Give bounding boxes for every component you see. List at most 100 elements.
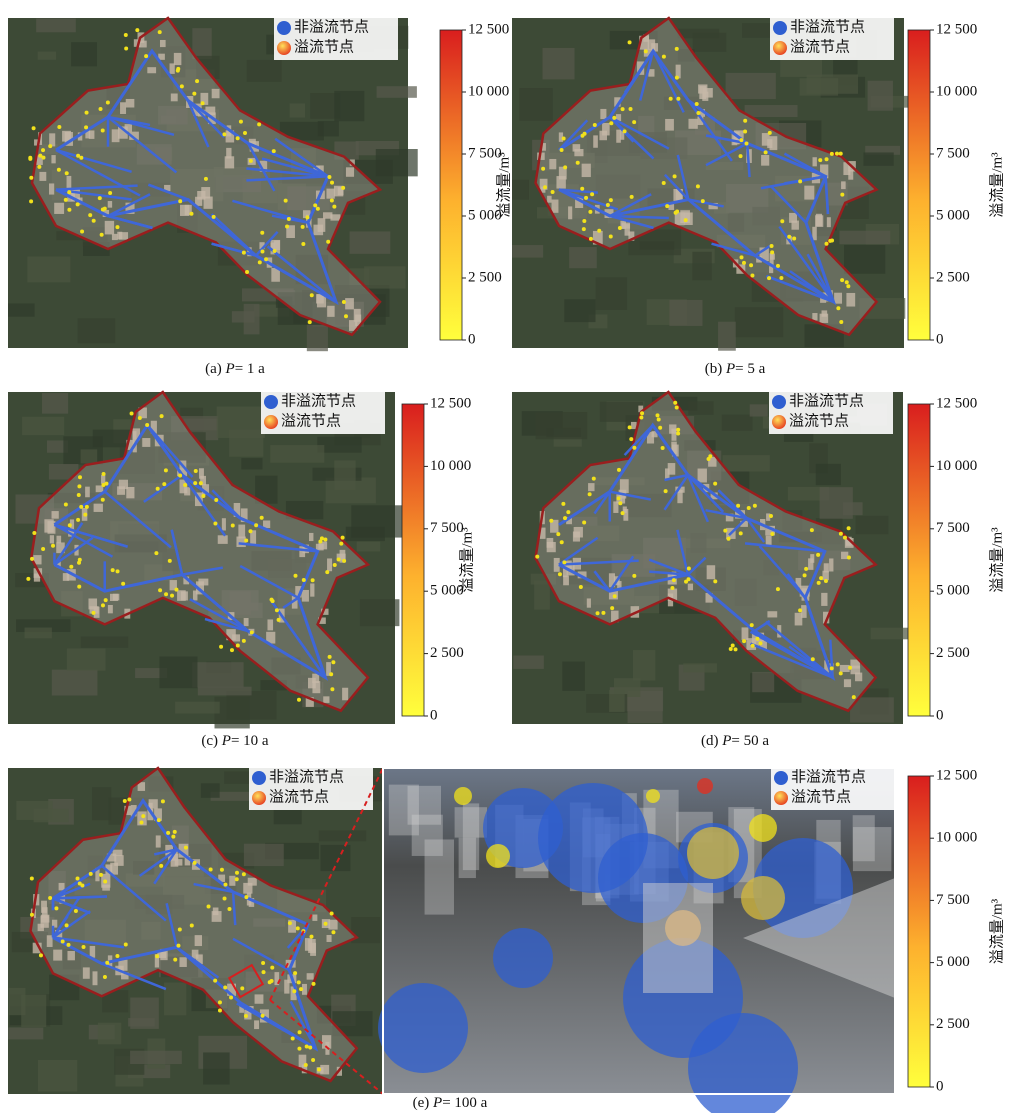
building <box>568 206 572 219</box>
overflow-node <box>214 498 218 502</box>
building <box>212 89 220 98</box>
overflow-node <box>840 193 844 197</box>
overflow-node <box>770 532 774 536</box>
terrain-patch <box>67 648 106 670</box>
overflow-node <box>101 128 105 132</box>
overflow-node <box>845 280 849 284</box>
overflow-node <box>337 557 341 561</box>
overflow-node <box>262 970 266 974</box>
terrain-patch <box>669 300 702 326</box>
overflow-node <box>64 503 68 507</box>
overflow-node <box>729 647 733 651</box>
overflow-node <box>176 67 180 71</box>
building <box>848 170 853 180</box>
colorbar-tick-label: 7 500 <box>936 892 970 908</box>
overflow-node <box>28 156 32 160</box>
terrain-patch <box>81 449 98 463</box>
overflow-node <box>223 986 227 990</box>
overflow-node <box>628 425 632 429</box>
building <box>236 537 245 547</box>
terrain-patch <box>633 650 655 680</box>
overflow-node <box>606 203 610 207</box>
overflow-node <box>111 568 115 572</box>
colorbar-tick-label: 12 500 <box>468 21 509 37</box>
building <box>613 501 618 513</box>
overflow-node <box>632 574 636 578</box>
overflow-node <box>104 482 108 486</box>
overflow-node <box>249 159 253 163</box>
building <box>244 618 249 626</box>
building <box>600 109 606 119</box>
overflow-node <box>592 477 596 481</box>
colorbar-tick-label: 2 500 <box>430 645 464 661</box>
building <box>342 688 348 701</box>
overflow-node <box>207 904 211 908</box>
terrain-patch <box>203 1052 229 1084</box>
map <box>8 392 403 728</box>
overflow-node <box>312 982 316 986</box>
overflow-node <box>173 958 177 962</box>
overflow-node <box>558 572 562 576</box>
building <box>218 535 228 544</box>
overflow-node <box>298 1030 302 1034</box>
overflow-node <box>103 975 107 979</box>
overflow-node <box>342 300 346 304</box>
building <box>345 298 354 309</box>
overflow-node <box>696 111 700 115</box>
overflow-node <box>69 565 73 569</box>
overflow-node <box>582 227 586 231</box>
building <box>118 960 127 971</box>
building <box>284 980 289 994</box>
building <box>56 536 61 544</box>
building <box>354 309 361 322</box>
overflow-node <box>162 482 166 486</box>
terrain-patch <box>270 445 324 463</box>
terrain-patch <box>820 487 853 519</box>
overflow-node <box>618 501 622 505</box>
caption: (d) P= 50 a <box>701 733 769 749</box>
overflow-node <box>731 644 735 648</box>
overflow-node <box>272 149 276 153</box>
terrain-patch <box>128 1018 155 1026</box>
building <box>323 696 329 703</box>
overflow-node <box>299 987 303 991</box>
colorbar-tick-label: 2 500 <box>468 269 502 285</box>
overflow-node <box>54 906 58 910</box>
terrain-patch <box>519 88 552 121</box>
overflow-node <box>38 154 42 158</box>
building <box>85 487 90 498</box>
overflow-node <box>825 242 829 246</box>
overflow-node <box>543 185 547 189</box>
overflow-node <box>258 260 262 264</box>
overflow-node <box>254 523 258 527</box>
overflow-node <box>561 502 565 506</box>
overflow-node <box>588 492 592 496</box>
terrain-patch <box>201 783 220 797</box>
colorbar-tick-label: 0 <box>430 707 438 723</box>
overflow-node <box>89 872 93 876</box>
overflow-node <box>218 1000 222 1004</box>
overflow-node <box>245 270 249 274</box>
map <box>512 392 915 724</box>
caption-label: (a) <box>205 361 222 377</box>
legend-label: 非溢流节点 <box>281 392 356 409</box>
overflow-node <box>103 879 107 883</box>
overflow-node <box>51 544 55 548</box>
colorbar-tick-label: 12 500 <box>936 395 977 411</box>
overflow-node <box>639 416 643 420</box>
terrain-patch <box>175 702 220 714</box>
legend-symbol <box>252 791 266 805</box>
legend-symbol <box>277 21 291 35</box>
overflow-node <box>768 131 772 135</box>
building <box>181 591 188 600</box>
colorbar-tick-label: 0 <box>936 1078 944 1094</box>
overflow-node <box>76 202 80 206</box>
terrain-patch <box>42 393 68 414</box>
overflow-node <box>291 1037 295 1041</box>
overflow-node <box>231 524 235 528</box>
overflow-node <box>164 468 168 472</box>
overflow-node <box>227 907 231 911</box>
overflow-node <box>242 872 246 876</box>
colorbar-title: 溢流量/m³ <box>988 898 1005 964</box>
overflow-node <box>157 818 161 822</box>
